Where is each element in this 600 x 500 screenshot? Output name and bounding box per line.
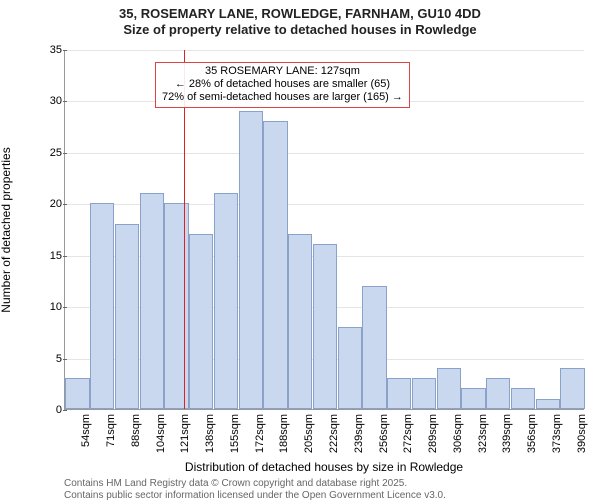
x-tick: 373sqm [551, 414, 563, 453]
histogram-bar [437, 368, 461, 409]
x-tick: 256sqm [378, 414, 390, 453]
gridline [65, 153, 584, 154]
x-tick: 88sqm [130, 414, 142, 447]
x-tick: 172sqm [254, 414, 266, 453]
attribution-line1: Contains HM Land Registry data © Crown c… [64, 478, 584, 490]
y-axis-label: Number of detached properties [0, 147, 13, 312]
x-tick: 339sqm [501, 414, 513, 453]
annotation-line3: 72% of semi-detached houses are larger (… [162, 91, 403, 104]
plot-area: 35 ROSEMARY LANE: 127sqm← 28% of detache… [64, 50, 584, 410]
x-tick: 323sqm [477, 414, 489, 453]
x-tick: 71sqm [105, 414, 117, 447]
histogram-bar [362, 286, 386, 409]
attribution: Contains HM Land Registry data © Crown c… [64, 478, 584, 500]
x-tick: 222sqm [328, 414, 340, 453]
x-tick: 306sqm [452, 414, 464, 453]
x-tick: 272sqm [402, 414, 414, 453]
histogram-bar [214, 193, 238, 409]
x-axis-label: Distribution of detached houses by size … [64, 460, 584, 474]
histogram-bar [263, 121, 287, 409]
y-tick: 10 [46, 301, 62, 313]
x-tick: 188sqm [278, 414, 290, 453]
histogram-bar [239, 111, 263, 409]
x-tick: 356sqm [526, 414, 538, 453]
histogram-bar [338, 327, 362, 409]
y-tick: 20 [46, 198, 62, 210]
histogram-bar [387, 378, 411, 409]
y-tick: 5 [46, 353, 62, 365]
x-tick: 104sqm [155, 414, 167, 453]
x-tick: 289sqm [427, 414, 439, 453]
histogram-bar [189, 234, 213, 409]
plot: 35 ROSEMARY LANE: 127sqm← 28% of detache… [64, 50, 584, 410]
annotation-line2: ← 28% of detached houses are smaller (65… [162, 78, 403, 91]
title-line1: 35, ROSEMARY LANE, ROWLEDGE, FARNHAM, GU… [0, 6, 600, 22]
histogram-bar [90, 203, 114, 409]
x-tick: 239sqm [353, 414, 365, 453]
histogram-bar [486, 378, 510, 409]
x-tick: 390sqm [576, 414, 588, 453]
y-tick: 15 [46, 250, 62, 262]
chart-title: 35, ROSEMARY LANE, ROWLEDGE, FARNHAM, GU… [0, 0, 600, 39]
histogram-bar [115, 224, 139, 409]
histogram-bar [412, 378, 436, 409]
histogram-bar [461, 388, 485, 409]
attribution-line2: Contains public sector information licen… [64, 490, 584, 500]
y-tick: 0 [46, 404, 62, 416]
histogram-bar [511, 388, 535, 409]
histogram-bar [536, 399, 560, 409]
histogram-bar [560, 368, 584, 409]
histogram-bar [65, 378, 89, 409]
annotation-box: 35 ROSEMARY LANE: 127sqm← 28% of detache… [155, 62, 410, 108]
x-tick: 138sqm [204, 414, 216, 453]
histogram-bar [140, 193, 164, 409]
x-tick: 54sqm [80, 414, 92, 447]
x-tick: 121sqm [179, 414, 191, 453]
histogram-bar [164, 203, 188, 409]
histogram-bar [313, 244, 337, 409]
title-line2: Size of property relative to detached ho… [0, 22, 600, 38]
y-tick: 25 [46, 147, 62, 159]
gridline [65, 50, 584, 51]
x-tick: 155sqm [229, 414, 241, 453]
y-tick: 30 [46, 95, 62, 107]
annotation-line1: 35 ROSEMARY LANE: 127sqm [162, 65, 403, 78]
histogram-bar [288, 234, 312, 409]
x-tick: 205sqm [303, 414, 315, 453]
y-tick: 35 [46, 44, 62, 56]
